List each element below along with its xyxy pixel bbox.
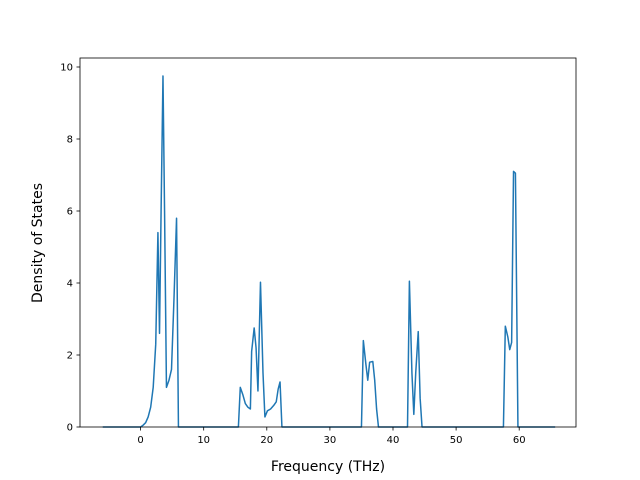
axes-frame (79, 57, 577, 428)
y-axis-label: Density of States (30, 183, 46, 303)
x-tick-label: 20 (260, 435, 273, 446)
x-tick-label: 10 (197, 435, 210, 446)
x-tick-label: 30 (324, 435, 337, 446)
y-tick-label: 8 (67, 135, 73, 146)
plot-area (79, 57, 577, 428)
y-tick-label: 6 (67, 207, 73, 218)
x-axis-label: Frequency (THz) (271, 459, 385, 475)
y-tick-label: 0 (67, 423, 73, 434)
y-axis: 0 2 4 6 8 10 (60, 63, 80, 434)
x-tick-label: 60 (513, 435, 526, 446)
dos-series-line-0 (102, 75, 556, 428)
x-tick-label: 40 (387, 435, 400, 446)
y-tick-label: 4 (67, 279, 73, 290)
y-tick-label: 2 (67, 351, 73, 362)
y-tick-label: 10 (60, 63, 73, 74)
x-tick-label: 0 (137, 435, 143, 446)
x-tick-label: 50 (450, 435, 463, 446)
x-axis: 0 10 20 30 40 50 60 (137, 427, 526, 446)
